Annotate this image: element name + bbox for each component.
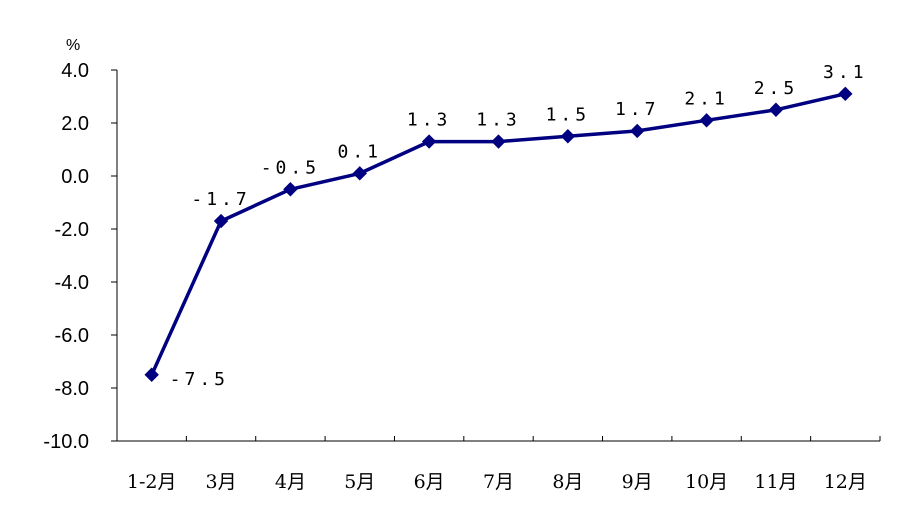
x-tick-label: 4月 — [275, 471, 306, 493]
data-label: -0.5 — [261, 157, 320, 178]
y-tick-label: 2.0 — [61, 113, 89, 135]
y-tick-label: 0.0 — [61, 166, 89, 188]
x-tick-label: 5月 — [344, 471, 375, 493]
data-labels: -7.5 -1.7 -0.5 0.1 1.3 1.3 1.5 1.7 2.1 2.5 3.1 — [170, 62, 868, 390]
y-axis-unit-label: % — [66, 37, 80, 54]
x-tick-label: 10月 — [685, 471, 728, 493]
x-tick-label: 8月 — [552, 471, 583, 493]
y-tick-label: -2.0 — [55, 219, 89, 241]
data-label: 1.7 — [615, 99, 660, 120]
data-point — [560, 129, 576, 144]
data-label: 3.1 — [823, 62, 868, 83]
x-axis: 1-2月 3月 4月 5月 6月 7月 8月 9月 10月 11月 12月 — [116, 436, 881, 493]
x-tick-label: 11月 — [754, 471, 797, 493]
data-point — [491, 134, 506, 149]
y-tick-label: -10.0 — [43, 431, 89, 453]
y-tick-label: -4.0 — [55, 272, 89, 294]
data-point — [630, 123, 645, 139]
data-point — [768, 102, 784, 117]
y-axis: 4.0 2.0 0.0 -2.0 -4.0 -6.0 -8.0 -10.0 — [43, 60, 118, 453]
x-tick-label: 9月 — [622, 471, 653, 493]
y-tick-label: 4.0 — [61, 60, 89, 82]
y-tick-label: -8.0 — [55, 378, 89, 400]
x-tick-label: 6月 — [414, 471, 445, 493]
data-point — [421, 134, 437, 149]
data-label: -7.5 — [170, 369, 229, 390]
data-label: 1.5 — [546, 104, 591, 125]
data-label: 1.3 — [476, 110, 521, 131]
data-point — [213, 213, 229, 229]
data-label: 0.1 — [338, 141, 383, 162]
x-tick-label: 3月 — [205, 471, 236, 493]
y-tick-label: -6.0 — [55, 325, 89, 347]
data-label: -1.7 — [191, 189, 250, 210]
data-point — [283, 182, 298, 197]
series-group — [144, 86, 853, 382]
data-label: 2.1 — [684, 88, 729, 109]
x-tick-label: 12月 — [824, 471, 867, 493]
data-label: 2.5 — [754, 78, 799, 99]
data-point — [144, 367, 159, 382]
x-tick-label: 7月 — [483, 471, 514, 493]
data-point — [352, 166, 367, 181]
x-tick-label: 1-2月 — [127, 471, 177, 493]
data-point — [838, 86, 853, 102]
data-point — [699, 113, 714, 128]
data-label: 1.3 — [407, 110, 452, 131]
